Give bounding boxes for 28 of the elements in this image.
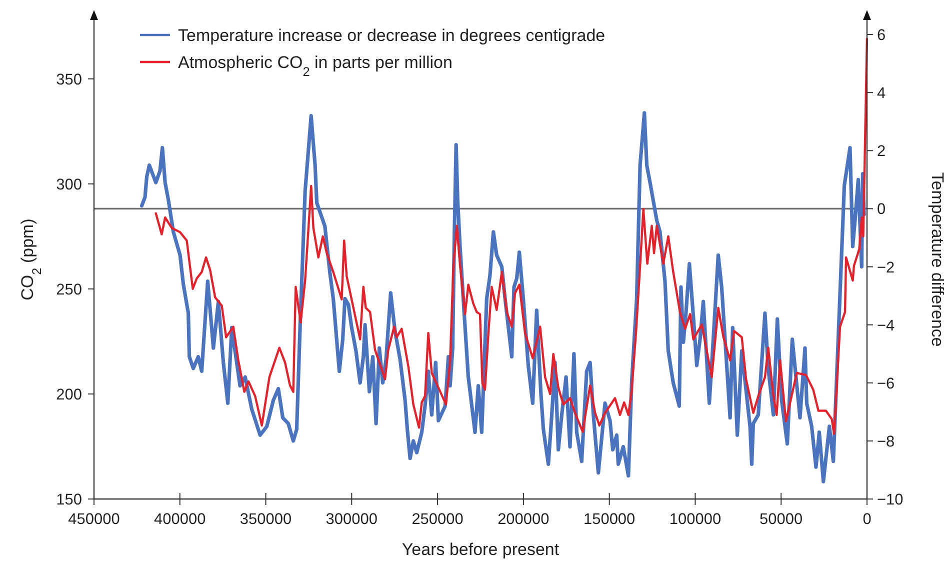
y2-tick-label: −6 (877, 375, 895, 392)
y2-axis-title: Temperature difference (928, 172, 944, 347)
x-tick-label: 400000 (154, 511, 206, 528)
y2-tick-label: −10 (877, 492, 904, 508)
x-tick-label: 450000 (68, 511, 120, 528)
x-tick-label: 300000 (326, 511, 378, 528)
y2-tick-label: 0 (877, 201, 886, 218)
y2-tick-label: 2 (877, 143, 886, 160)
x-tick-label: 0 (862, 511, 872, 528)
y-tick-label: 150 (56, 492, 82, 508)
y2-tick-label: 4 (877, 85, 886, 102)
x-tick-label: 250000 (412, 511, 464, 528)
x-tick-label: 50000 (760, 511, 804, 528)
y2-tick-label: −8 (877, 433, 895, 450)
y-tick-label: 250 (56, 281, 82, 298)
y2-tick-label: 6 (877, 27, 886, 44)
x-axis-title: Years before present (402, 540, 560, 559)
y-tick-label: 300 (56, 176, 82, 194)
legend-label: Atmospheric CO$_{2}$ in parts per million (178, 53, 452, 78)
x-tick-label: 350000 (240, 511, 292, 528)
y2-tick-label: −4 (877, 317, 896, 334)
legend-label: Temperature increase or decrease in degrees centigrade (178, 26, 606, 45)
x-tick-label: 150000 (583, 511, 636, 528)
y-tick-label: 350 (56, 71, 82, 88)
x-tick-label: 100000 (669, 511, 722, 528)
y-tick-label: 200 (56, 386, 82, 404)
y2-tick-label: −2 (877, 259, 895, 276)
x-tick-label: 200000 (498, 511, 550, 528)
